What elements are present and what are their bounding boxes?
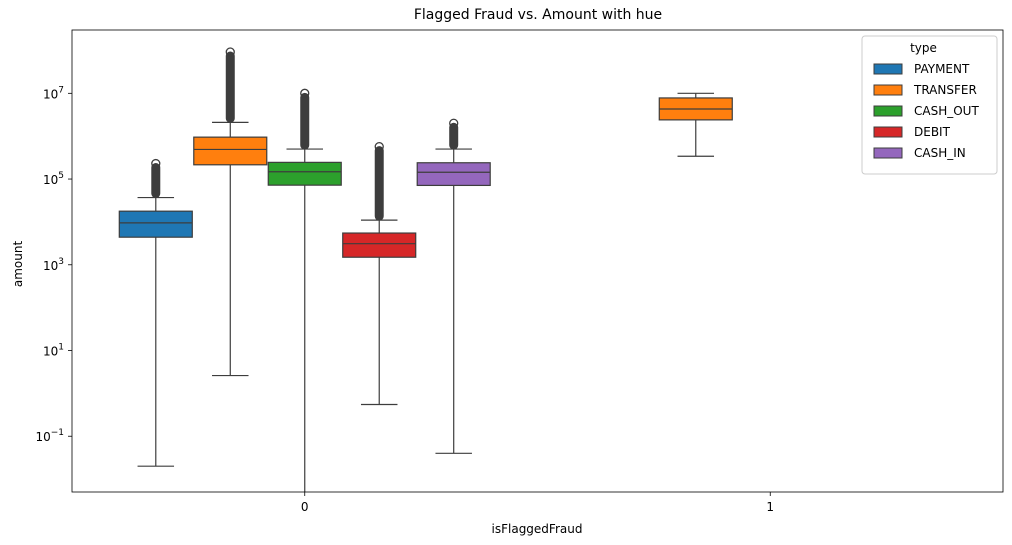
iqr-box — [118, 210, 193, 238]
legend-item-cash_in[interactable]: CASH_IN — [873, 146, 966, 160]
iqr-box — [416, 162, 491, 187]
legend-swatch — [873, 147, 903, 159]
x-tick-label: 1 — [766, 500, 774, 514]
outlier-max-point — [374, 141, 384, 152]
y-tick-label: 103 — [43, 257, 64, 273]
box-0-debit — [342, 141, 417, 406]
iqr-box — [267, 161, 342, 186]
legend-swatch — [873, 126, 903, 138]
outlier-max-point — [225, 47, 235, 57]
y-tick-label: 101 — [43, 343, 64, 359]
box-0-payment — [118, 158, 193, 467]
y-tick-label: 107 — [43, 85, 64, 101]
outlier-max-point — [300, 88, 310, 98]
legend-swatch — [873, 105, 903, 117]
y-tick-label: 105 — [43, 171, 64, 187]
y-tick-label: 10−1 — [35, 428, 64, 444]
legend-label: DEBIT — [914, 125, 951, 139]
box-1-transfer — [658, 92, 733, 157]
legend-label: CASH_IN — [914, 146, 966, 160]
legend[interactable]: type PAYMENT TRANSFER CASH_OUT DEBIT CASH_IN — [861, 35, 998, 175]
legend-label: TRANSFER — [913, 83, 977, 97]
plot-marks — [118, 47, 733, 492]
box-0-cash_in — [416, 118, 491, 454]
legend-label: CASH_OUT — [914, 104, 979, 118]
legend-label: PAYMENT — [914, 62, 970, 76]
y-axis-label: amount — [11, 241, 25, 288]
legend-item-debit[interactable]: DEBIT — [873, 125, 951, 139]
box-0-transfer — [193, 47, 268, 377]
legend-swatch — [873, 84, 903, 96]
chart-title: Flagged Fraud vs. Amount with hue — [414, 7, 662, 23]
legend-swatch — [873, 63, 903, 75]
axes: 10−1 101 103 105 107 0 1 — [35, 85, 774, 514]
outlier-max-point — [151, 158, 161, 169]
iqr-box — [342, 232, 417, 258]
iqr-box — [193, 136, 268, 166]
box-0-cash_out — [267, 88, 342, 492]
outlier-max-point — [449, 118, 459, 128]
x-tick-label: 0 — [301, 500, 309, 514]
legend-item-payment[interactable]: PAYMENT — [873, 62, 970, 76]
legend-title: type — [910, 41, 937, 55]
legend-item-cash_out[interactable]: CASH_OUT — [873, 104, 979, 118]
legend-item-transfer[interactable]: TRANSFER — [873, 83, 977, 97]
plot-frame — [71, 29, 1004, 493]
x-axis-label: isFlaggedFraud — [492, 522, 583, 536]
